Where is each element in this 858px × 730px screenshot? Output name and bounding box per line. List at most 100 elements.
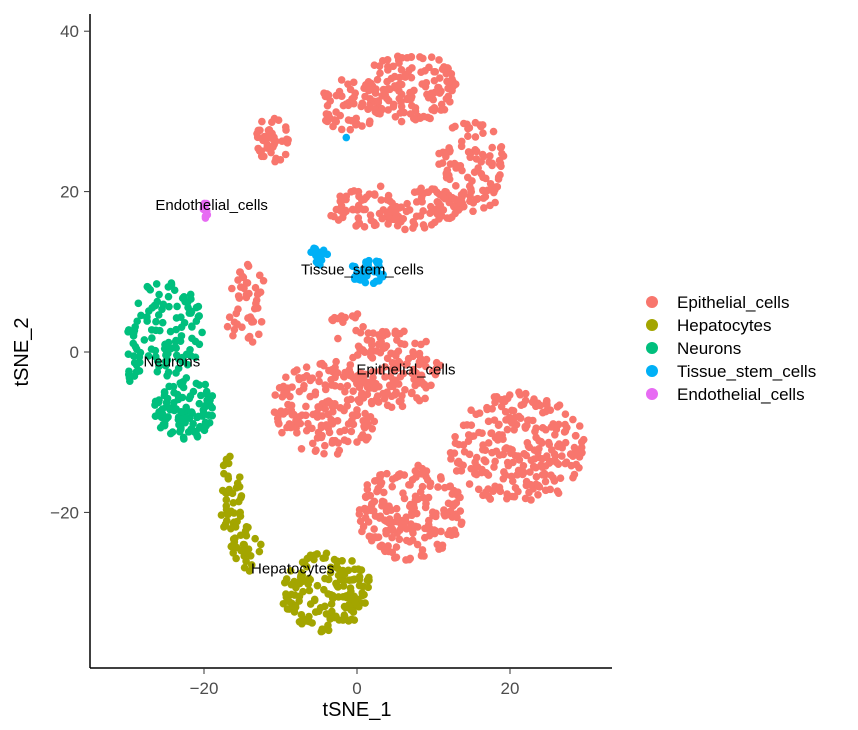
y-tick-label: 20 bbox=[60, 183, 79, 202]
legend-item: Tissue_stem_cells bbox=[646, 362, 816, 381]
point-epithelial-cells bbox=[467, 464, 475, 473]
point-epithelial-cells bbox=[484, 417, 493, 426]
point-epithelial-cells bbox=[364, 329, 373, 337]
point-neurons bbox=[172, 314, 181, 322]
point-epithelial-cells bbox=[529, 462, 538, 471]
point-epithelial-cells bbox=[383, 208, 392, 217]
point-epithelial-cells bbox=[552, 458, 561, 467]
point-hepatocytes bbox=[246, 552, 255, 560]
point-neurons bbox=[147, 345, 156, 353]
point-epithelial-cells bbox=[410, 86, 418, 95]
point-neurons bbox=[189, 420, 197, 428]
point-epithelial-cells bbox=[538, 424, 547, 432]
point-epithelial-cells bbox=[561, 438, 570, 447]
x-tick-label: −20 bbox=[190, 679, 219, 698]
point-neurons bbox=[186, 345, 194, 354]
point-epithelial-cells bbox=[525, 443, 534, 452]
point-epithelial-cells bbox=[430, 76, 439, 85]
point-epithelial-cells bbox=[259, 276, 268, 285]
point-epithelial-cells bbox=[287, 401, 296, 410]
point-epithelial-cells bbox=[488, 405, 496, 413]
point-epithelial-cells bbox=[476, 121, 484, 129]
point-epithelial-cells bbox=[529, 416, 537, 425]
legend-label: Endothelial_cells bbox=[677, 385, 805, 404]
point-hepatocytes bbox=[363, 576, 372, 585]
point-epithelial-cells bbox=[445, 144, 453, 152]
point-epithelial-cells bbox=[396, 329, 404, 338]
point-epithelial-cells bbox=[342, 192, 351, 201]
point-epithelial-cells bbox=[341, 368, 349, 377]
point-epithelial-cells bbox=[394, 357, 403, 366]
point-epithelial-cells bbox=[427, 53, 436, 62]
point-neurons bbox=[195, 340, 204, 349]
point-epithelial-cells bbox=[332, 205, 341, 214]
point-epithelial-cells bbox=[252, 296, 261, 305]
point-neurons bbox=[150, 301, 159, 310]
point-epithelial-cells bbox=[433, 188, 441, 197]
point-epithelial-cells bbox=[413, 373, 422, 382]
point-epithelial-cells bbox=[357, 433, 365, 442]
point-epithelial-cells bbox=[353, 351, 362, 359]
point-epithelial-cells bbox=[478, 150, 487, 159]
point-epithelial-cells bbox=[416, 488, 425, 496]
point-epithelial-cells bbox=[485, 158, 493, 166]
point-epithelial-cells bbox=[554, 420, 563, 429]
point-epithelial-cells bbox=[378, 56, 387, 65]
point-epithelial-cells bbox=[377, 196, 386, 204]
cluster-label: Epithelial_cells bbox=[356, 362, 455, 379]
point-epithelial-cells bbox=[352, 326, 360, 335]
point-epithelial-cells bbox=[349, 387, 357, 395]
point-epithelial-cells bbox=[413, 540, 422, 549]
point-neurons bbox=[155, 290, 163, 299]
point-epithelial-cells bbox=[244, 262, 253, 271]
point-hepatocytes bbox=[339, 582, 348, 590]
point-neurons bbox=[158, 405, 167, 413]
y-tick-label: 40 bbox=[60, 22, 79, 41]
legend-item: Epithelial_cells bbox=[646, 293, 789, 312]
point-epithelial-cells bbox=[324, 410, 333, 419]
point-epithelial-cells bbox=[325, 428, 334, 437]
point-hepatocytes bbox=[321, 574, 329, 583]
point-epithelial-cells bbox=[392, 553, 401, 562]
point-epithelial-cells bbox=[388, 482, 397, 491]
point-epithelial-cells bbox=[400, 340, 409, 349]
point-neurons bbox=[177, 332, 186, 340]
point-hepatocytes bbox=[282, 590, 290, 598]
point-epithelial-cells bbox=[276, 156, 285, 164]
point-epithelial-cells bbox=[398, 391, 406, 400]
point-epithelial-cells bbox=[275, 384, 284, 392]
point-neurons bbox=[164, 292, 173, 301]
point-epithelial-cells bbox=[491, 457, 499, 466]
point-neurons bbox=[201, 402, 210, 411]
point-epithelial-cells bbox=[424, 516, 433, 525]
point-epithelial-cells bbox=[381, 363, 389, 371]
point-epithelial-cells bbox=[388, 199, 396, 207]
point-epithelial-cells bbox=[471, 133, 480, 141]
point-epithelial-cells bbox=[255, 147, 264, 155]
point-epithelial-cells bbox=[484, 471, 493, 479]
point-epithelial-cells bbox=[366, 95, 374, 103]
point-epithelial-cells bbox=[448, 86, 456, 95]
point-hepatocytes bbox=[311, 608, 320, 616]
point-epithelial-cells bbox=[408, 64, 416, 72]
point-epithelial-cells bbox=[486, 152, 494, 160]
point-hepatocytes bbox=[328, 607, 336, 616]
point-tissue-stem-cells bbox=[361, 278, 370, 287]
point-epithelial-cells bbox=[411, 381, 419, 390]
point-epithelial-cells bbox=[495, 451, 504, 459]
point-epithelial-cells bbox=[389, 62, 397, 71]
point-epithelial-cells bbox=[424, 493, 433, 502]
point-epithelial-cells bbox=[293, 366, 301, 374]
point-epithelial-cells bbox=[431, 512, 440, 521]
point-epithelial-cells bbox=[279, 410, 288, 418]
cluster-label: Hepatocytes bbox=[251, 561, 334, 578]
point-epithelial-cells bbox=[408, 369, 417, 378]
point-epithelial-cells bbox=[401, 225, 409, 234]
point-epithelial-cells bbox=[270, 114, 279, 123]
point-epithelial-cells bbox=[517, 401, 525, 410]
legend-swatch bbox=[646, 365, 658, 377]
point-epithelial-cells bbox=[463, 173, 472, 182]
point-hepatocytes bbox=[227, 542, 236, 550]
point-epithelial-cells bbox=[356, 369, 365, 378]
point-epithelial-cells bbox=[437, 475, 445, 483]
